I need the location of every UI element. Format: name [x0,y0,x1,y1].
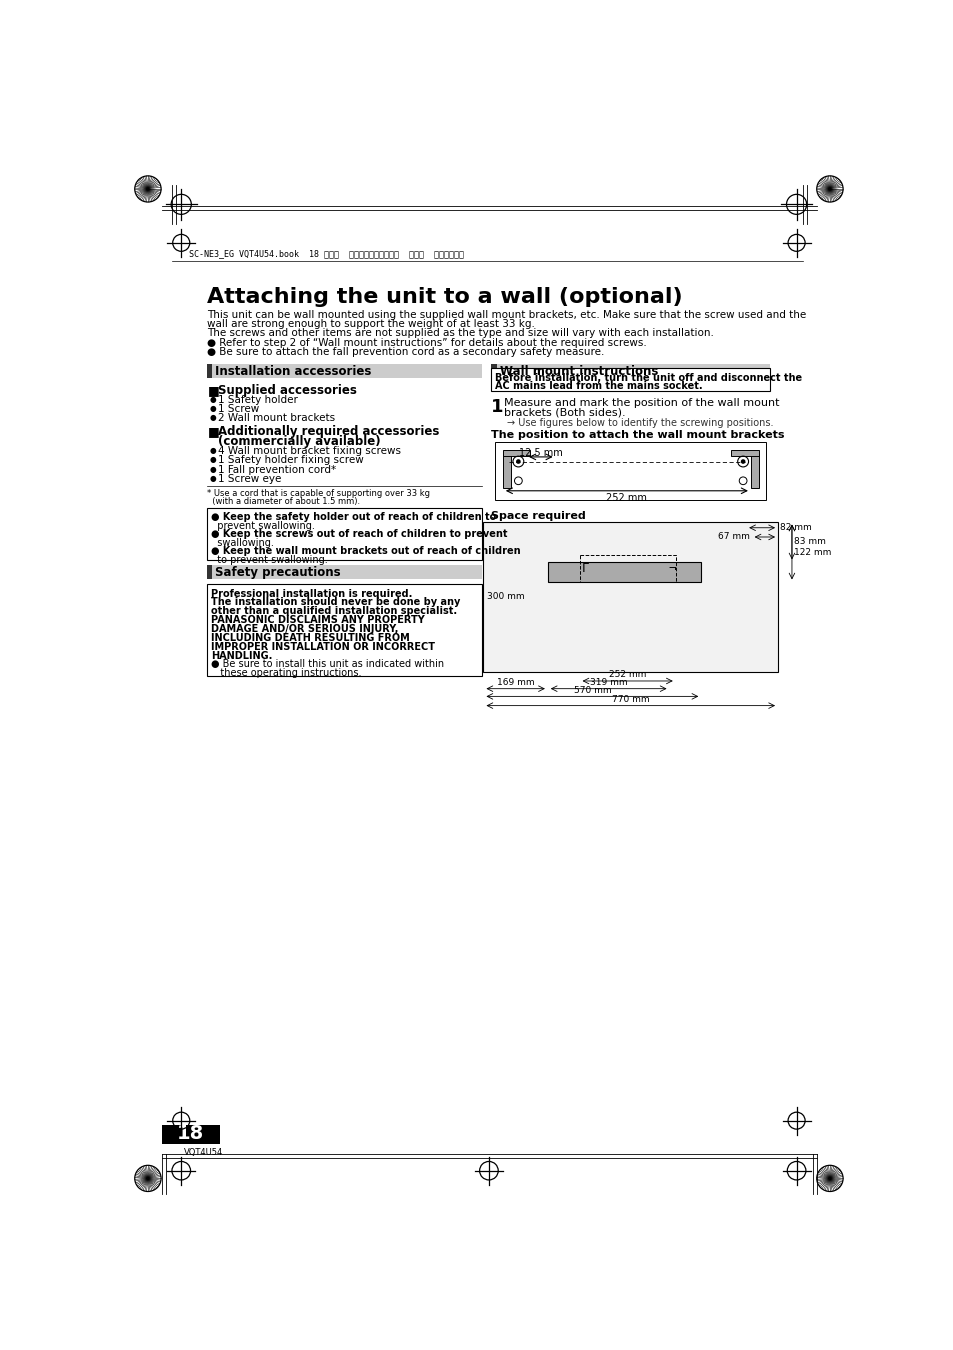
Text: 300 mm: 300 mm [487,593,524,601]
Bar [491,369,769,391]
Bar [491,363,769,378]
Text: The screws and other items are not supplied as the type and size will vary with : The screws and other items are not suppl… [207,328,713,339]
Bar [491,363,497,378]
Text: other than a qualified installation specialist.: other than a qualified installation spec… [211,606,456,617]
Text: The installation should never be done by any: The installation should never be done by… [211,598,459,608]
Text: 770 mm: 770 mm [611,695,649,705]
Text: * Use a cord that is capable of supporting over 33 kg: * Use a cord that is capable of supporti… [207,489,430,498]
Text: IMPROPER INSTALLATION OR INCORRECT: IMPROPER INSTALLATION OR INCORRECT [211,641,435,652]
Text: 12.5 mm: 12.5 mm [518,448,562,458]
Text: ●: ● [209,446,215,455]
Text: ● Be sure to attach the fall prevention cord as a secondary safety measure.: ● Be sure to attach the fall prevention … [207,347,603,356]
Text: PANASONIC DISCLAIMS ANY PROPERTY: PANASONIC DISCLAIMS ANY PROPERTY [211,616,424,625]
Text: Additionally required accessories: Additionally required accessories [217,425,438,439]
Text: Attaching the unit to a wall (optional): Attaching the unit to a wall (optional) [207,286,681,306]
Text: Γ: Γ [581,562,589,575]
Bar [547,563,700,582]
Text: Safety precautions: Safety precautions [215,566,340,579]
Text: ■: ■ [208,383,219,397]
Text: swallowing.: swallowing. [211,537,274,548]
Text: ●: ● [209,474,215,483]
Bar [502,450,530,456]
Bar [162,1125,220,1143]
Text: 252 mm: 252 mm [608,671,646,679]
Text: Measure and mark the position of the wall mount: Measure and mark the position of the wal… [503,398,779,408]
Text: The position to attach the wall mount brackets: The position to attach the wall mount br… [491,429,784,440]
Text: ●: ● [209,464,215,474]
Text: (with a diameter of about 1.5 mm).: (with a diameter of about 1.5 mm). [207,497,359,506]
Text: to prevent swallowing.: to prevent swallowing. [211,555,327,564]
Bar [495,443,765,500]
Text: 1: 1 [491,398,503,416]
Circle shape [740,459,744,464]
Text: Professional installation is required.: Professional installation is required. [211,589,412,598]
Text: 319 mm: 319 mm [589,678,627,687]
Text: Installation accessories: Installation accessories [215,364,372,378]
Bar [502,454,510,489]
Text: ●: ● [209,413,215,423]
Text: VQT4U54: VQT4U54 [184,1148,223,1157]
Text: 1 Fall prevention cord*: 1 Fall prevention cord* [217,464,335,475]
Text: 1 Safety holder fixing screw: 1 Safety holder fixing screw [217,455,363,466]
Text: 4 Wall mount bracket fixing screws: 4 Wall mount bracket fixing screws [217,446,400,456]
Bar [207,564,212,579]
Bar [750,454,758,489]
Text: brackets (Both sides).: brackets (Both sides). [503,408,624,417]
Text: Space required: Space required [491,510,585,521]
Text: 82 mm: 82 mm [780,524,811,532]
Text: 18: 18 [176,1125,204,1143]
Text: ● Keep the screws out of reach of children to prevent: ● Keep the screws out of reach of childr… [211,529,507,539]
Text: ● Refer to step 2 of “Wall mount instructions” for details about the required sc: ● Refer to step 2 of “Wall mount instruc… [207,338,646,347]
Bar [207,508,481,560]
Circle shape [516,459,520,464]
Text: SC-NE3_EG VQT4U54.book  18 ページ  ２０１３年１月１６日  水曜日  午前９晎３分: SC-NE3_EG VQT4U54.book 18 ページ ２０１３年１月１６日… [189,250,463,258]
Text: → Use figures below to identify the screwing positions.: → Use figures below to identify the scre… [506,417,773,428]
Bar [731,450,758,456]
Text: ●: ● [209,394,215,404]
Text: 2 Wall mount brackets: 2 Wall mount brackets [217,413,335,423]
Text: 67 mm: 67 mm [718,532,749,541]
Text: ¬: ¬ [667,562,675,575]
Text: 570 mm: 570 mm [573,686,611,695]
Text: ● Keep the wall mount brackets out of reach of children: ● Keep the wall mount brackets out of re… [211,547,519,556]
Bar [207,564,481,579]
Text: prevent swallowing.: prevent swallowing. [211,521,314,531]
Bar [483,521,778,672]
Text: ● Be sure to install this unit as indicated within: ● Be sure to install this unit as indica… [211,659,443,670]
Bar [207,585,481,676]
Text: ■: ■ [208,425,219,439]
Text: INCLUDING DEATH RESULTING FROM: INCLUDING DEATH RESULTING FROM [211,633,409,643]
Bar [207,363,212,378]
Text: 252 mm: 252 mm [606,493,647,504]
Text: 169 mm: 169 mm [497,678,534,687]
Text: ● Keep the safety holder out of reach of children to: ● Keep the safety holder out of reach of… [211,513,496,522]
Text: 1 Screw: 1 Screw [217,404,258,414]
Text: ●: ● [209,404,215,413]
Text: these operating instructions.: these operating instructions. [211,668,361,678]
Text: Before installation, turn the unit off and disconnect the: Before installation, turn the unit off a… [495,373,801,383]
Text: Supplied accessories: Supplied accessories [217,383,356,397]
Text: 122 mm: 122 mm [794,548,831,556]
Text: ●: ● [209,455,215,464]
Text: 1 Screw eye: 1 Screw eye [217,474,281,483]
Bar [207,363,481,378]
Bar [579,555,675,582]
Text: (commercially available): (commercially available) [217,435,380,448]
Text: Wall mount instructions: Wall mount instructions [499,364,658,378]
Text: DAMAGE AND/OR SERIOUS INJURY,: DAMAGE AND/OR SERIOUS INJURY, [211,624,397,634]
Text: wall are strong enough to support the weight of at least 33 kg.: wall are strong enough to support the we… [207,319,534,329]
Text: HANDLING.: HANDLING. [211,651,272,660]
Text: This unit can be wall mounted using the supplied wall mount brackets, etc. Make : This unit can be wall mounted using the … [207,310,805,320]
Text: 83 mm: 83 mm [794,537,825,547]
Text: 1 Safety holder: 1 Safety holder [217,394,297,405]
Text: AC mains lead from the mains socket.: AC mains lead from the mains socket. [495,382,702,391]
